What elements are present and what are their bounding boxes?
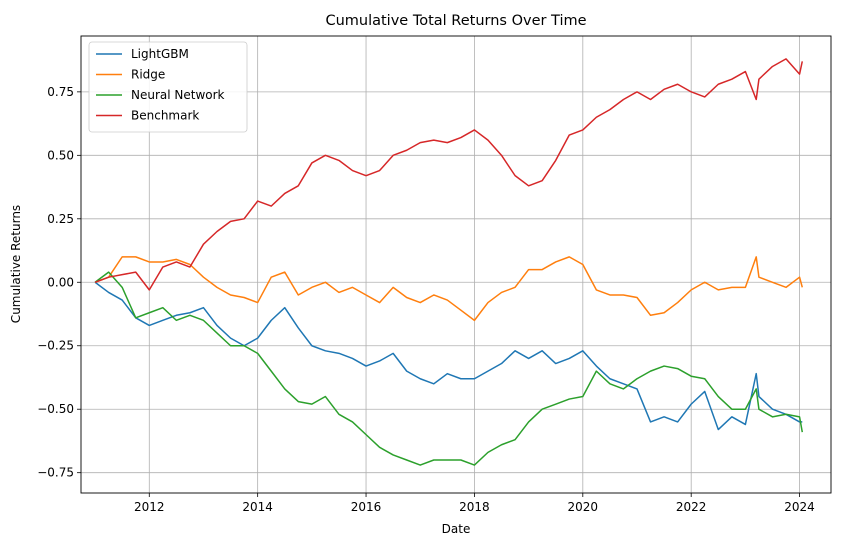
y-tick-label: −0.25: [37, 339, 74, 353]
series-line-lightgbm: [94, 281, 803, 431]
y-tick-label: −0.75: [37, 466, 74, 480]
chart-title: Cumulative Total Returns Over Time: [325, 13, 586, 29]
legend-label-ridge: Ridge: [131, 68, 165, 82]
legend: LightGBM Ridge Neural Network Benchmark: [88, 41, 248, 133]
x-axis-label: Date: [442, 522, 471, 536]
x-tick-label: 2016: [351, 500, 382, 514]
x-tick-label: 2014: [242, 500, 273, 514]
series-line-neural-network: [94, 271, 804, 466]
axes-frame: [80, 35, 832, 494]
x-tick-label: 2012: [134, 500, 165, 514]
x-tick-label: 2022: [676, 500, 707, 514]
series-line-ridge: [94, 256, 804, 322]
legend-box: [88, 41, 248, 133]
series-line-benchmark: [94, 58, 804, 291]
y-tick-label: 0.75: [47, 85, 74, 99]
legend-label-lightgbm: LightGBM: [131, 47, 189, 61]
y-tick-label: −0.50: [37, 402, 74, 416]
x-tick-label: 2020: [568, 500, 599, 514]
y-axis-label: Cumulative Returns: [9, 205, 23, 323]
legend-label-benchmark: Benchmark: [131, 109, 199, 123]
axis-ticks: 2012 2014 2016 2018 2020 2022 2024 −0.75 −0.50 −0…: [37, 85, 815, 514]
y-tick-label: 0.00: [47, 275, 74, 289]
series-lines: [94, 58, 804, 466]
legend-label-neural-network: Neural Network: [131, 88, 225, 102]
y-tick-label: 0.50: [47, 148, 74, 162]
x-tick-label: 2024: [784, 500, 815, 514]
y-tick-label: 0.25: [47, 212, 74, 226]
x-tick-label: 2018: [459, 500, 490, 514]
